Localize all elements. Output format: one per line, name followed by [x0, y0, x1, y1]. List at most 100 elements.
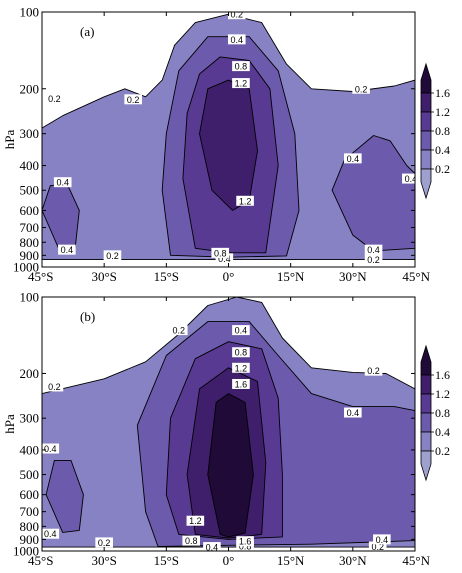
contour-label-bg [373, 534, 391, 545]
contour-label-bg [232, 347, 250, 358]
contour-label-bg [344, 407, 362, 418]
y-axis-label: hPa [2, 130, 17, 150]
contour-label-bg [58, 244, 76, 255]
contour-label-bg [215, 253, 234, 264]
colorbar-band [420, 374, 432, 395]
colorbar-tick-label: 0.2 [435, 162, 450, 176]
contour-label: 0.2 [98, 538, 111, 548]
contour-label-bg [232, 325, 250, 336]
x-tick-label: 0° [223, 269, 235, 284]
contour-label-bg [45, 93, 64, 104]
x-tick-label: 30°N [339, 269, 367, 284]
x-tick-label: 45°N [402, 269, 430, 284]
y-tick-label: 400 [20, 442, 40, 457]
colorbar-tick-label: 0.4 [435, 143, 450, 157]
x-tick-label: 15°N [277, 553, 305, 568]
colorbar-band [420, 450, 432, 482]
y-tick-label: 100 [20, 5, 40, 20]
x-tick-label: 15°S [154, 553, 179, 568]
x-tick-label: 15°N [277, 269, 305, 284]
contour-label: 0.4 [44, 444, 57, 454]
contour-label-bg [236, 536, 254, 547]
contour-label-bg [45, 381, 64, 392]
y-axis-label: hPa [2, 414, 17, 434]
colorbar: 1.6 1.2 0.8 0.4 0.2 [420, 344, 450, 482]
contour-label-bg [402, 173, 415, 184]
contour-label-bg [227, 12, 246, 20]
colorbar-band [420, 149, 432, 170]
colorbar-band [420, 168, 432, 200]
contour-label: 1.2 [239, 196, 252, 206]
contour-label: 0.2 [48, 382, 61, 392]
contour-label: 0.4 [367, 245, 380, 255]
contour-label-bg [203, 542, 221, 551]
contour-label-bg [169, 325, 188, 336]
contour-label-bg [53, 177, 72, 188]
contour-label-bg [186, 515, 205, 526]
contour-label-bg [42, 528, 60, 539]
contour-label: 1.2 [235, 79, 248, 89]
contour-label: 0.2 [48, 94, 61, 104]
contour-region-0-4 [45, 459, 84, 533]
contour-label: 0.4 [56, 178, 69, 188]
contour-label-bg [42, 443, 60, 454]
contour-label: 1.6 [235, 379, 248, 389]
contour-label: 0.4 [218, 254, 231, 264]
contour-label-bg [232, 362, 250, 373]
y-tick-label: 100 [20, 290, 40, 305]
contour-label-bg [364, 254, 383, 265]
contour-label-bg [364, 244, 383, 255]
contour-label: 1.2 [235, 363, 248, 373]
x-tick-label: 45°S [28, 269, 53, 284]
contour-label: 0.2 [367, 255, 380, 265]
colorbar-band [420, 344, 432, 376]
colorbar: 1.6 1.2 0.8 0.4 0.2 [420, 62, 450, 200]
contour-label: 0.2 [231, 10, 244, 20]
plot-area: 0.20.20.20.2 0.20.40.40.40.40.40.40.80.80… [42, 297, 415, 553]
y-tick-label: 900 [20, 248, 40, 263]
contour-label: 0.2 [371, 542, 384, 552]
contour-label: 0.8 [235, 62, 248, 72]
contour-label-bg [227, 34, 246, 45]
colorbar-band [420, 412, 432, 433]
x-tick-label: 15°S [154, 269, 179, 284]
colorbar-tick-label: 1.2 [435, 105, 450, 119]
colorbar-tick-label: 0.2 [435, 444, 450, 458]
contour-label-bg [232, 61, 250, 72]
contour-label: 0.8 [185, 536, 198, 546]
contour-label-bg [344, 153, 362, 164]
x-tick-label: 45°S [28, 553, 53, 568]
y-tick-label: 500 [20, 467, 40, 482]
contour-label: 0.2 [106, 251, 119, 261]
contour-label: 0.4 [206, 543, 219, 553]
contour-label: 0.4 [347, 154, 360, 164]
y-tick-label: 200 [20, 81, 40, 96]
y-tick-label: 1000 [13, 260, 39, 275]
x-tick-label: 30°S [91, 269, 116, 284]
y-tick-label: 600 [20, 203, 40, 218]
contour-label: 0.4 [235, 326, 248, 336]
contour-label-bg [368, 541, 387, 551]
contour-label-bg [236, 195, 254, 206]
y-tick-label: 200 [20, 366, 40, 381]
contour-label: 0.4 [347, 408, 360, 418]
contour-label-bg [124, 94, 142, 105]
colorbar-tick-label: 0.8 [435, 406, 450, 420]
x-tick-label: 45°N [402, 553, 430, 568]
colorbar-band [420, 92, 432, 113]
contour-label: 0.2 [367, 366, 380, 376]
contour-label: 0.8 [214, 248, 227, 258]
y-tick-label: 900 [20, 532, 40, 547]
plot-area: 0.20.2 0.20.20.2 0.20.40.40.40.40.40.40.40… [42, 10, 415, 267]
contour-label: 1.6 [239, 537, 252, 547]
colorbar-tick-label: 1.6 [435, 86, 450, 100]
y-tick-label: 300 [20, 411, 40, 426]
colorbar-band [420, 111, 432, 132]
y-tick-label: 400 [20, 158, 40, 173]
colorbar-tick-label: 1.6 [435, 368, 450, 382]
panel-label: (a) [80, 24, 94, 39]
contour-region-0-4 [331, 135, 415, 252]
contour-label: 1.2 [189, 516, 202, 526]
colorbar-tick-label: 0.8 [435, 124, 450, 138]
